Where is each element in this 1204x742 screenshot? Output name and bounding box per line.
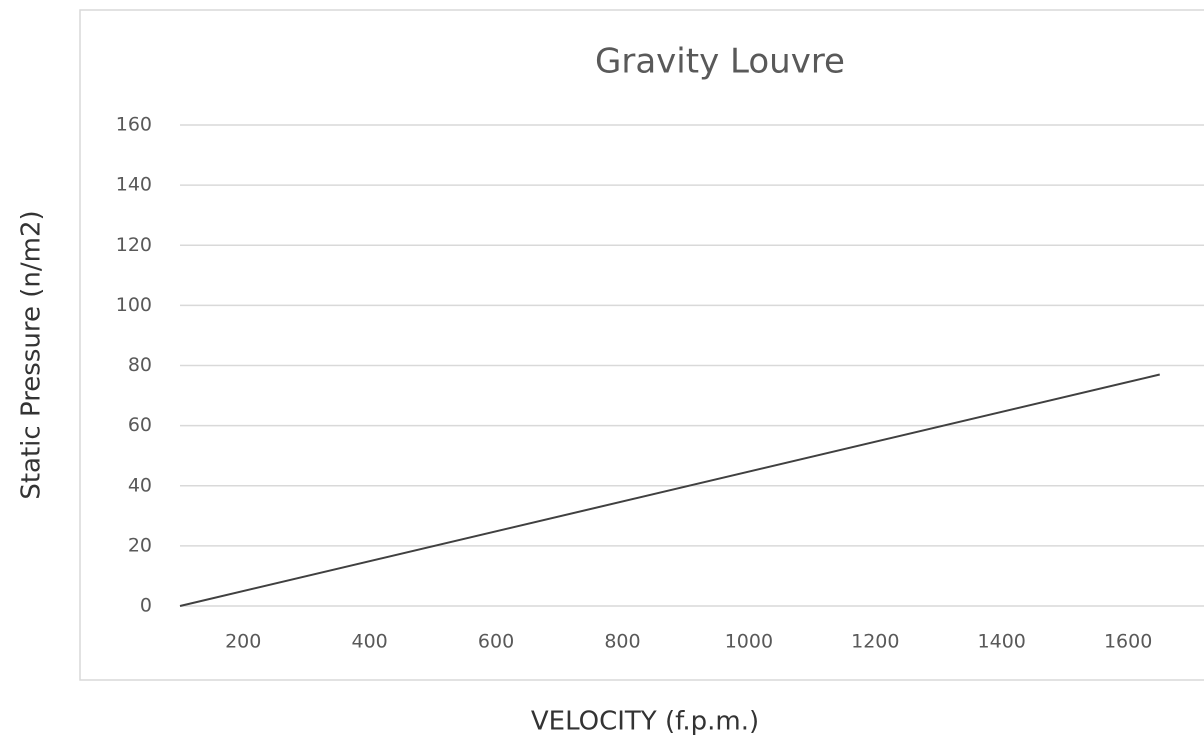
y-tick-label: 100 (116, 294, 152, 316)
chart-frame (79, 9, 1204, 681)
x-tick-label: 400 (351, 631, 387, 653)
x-axis-title: VELOCITY (f.p.m.) (531, 707, 759, 737)
x-tick-label: 1600 (1104, 631, 1152, 653)
y-tick-label: 60 (128, 414, 152, 436)
y-tick-label: 160 (116, 114, 152, 136)
x-tick-label: 200 (225, 631, 261, 653)
y-tick-label: 40 (128, 474, 152, 496)
y-axis-title: Static Pressure (n/m2) (17, 210, 47, 499)
y-tick-label: 120 (116, 234, 152, 256)
y-tick-label: 140 (116, 174, 152, 196)
x-tick-label: 1200 (851, 631, 899, 653)
x-tick-label: 600 (478, 631, 514, 653)
y-tick-label: 80 (128, 354, 152, 376)
chart-title: Gravity Louvre (595, 42, 845, 82)
data-line (179, 373, 1160, 607)
y-tick-label: 0 (140, 595, 152, 617)
x-tick-label: 1000 (725, 631, 773, 653)
x-tick-label: 800 (604, 631, 640, 653)
x-tick-label: 1400 (978, 631, 1026, 653)
y-tick-label: 20 (128, 534, 152, 556)
